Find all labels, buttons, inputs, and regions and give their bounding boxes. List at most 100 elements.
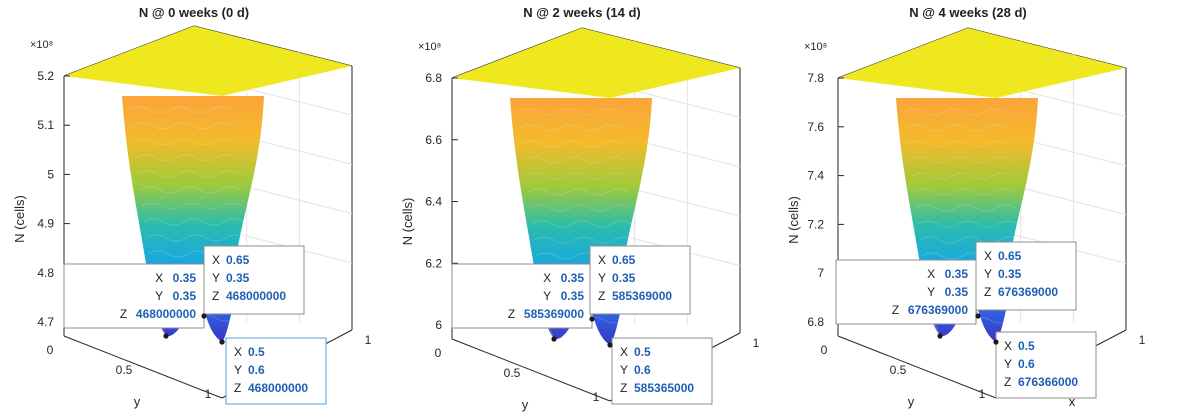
surface-ridge — [139, 186, 241, 194]
datatip[interactable]: X 0.65 Y 0.35 Z 468000000 — [201, 245, 305, 319]
surface-ridge — [911, 172, 1013, 180]
datatip-value: 0.35 — [173, 271, 197, 285]
surface-plot-1: N @ 0 weeks (0 d) ×10⁸ 4.7 4.8 4.9 5 5.1 5.2 N (… — [12, 5, 372, 409]
datatip-value: 468000000 — [136, 307, 196, 321]
datatip-marker[interactable] — [975, 313, 981, 319]
datatip-value: 0.35 — [945, 285, 969, 299]
datatip-marker[interactable] — [589, 316, 595, 322]
datatip-key: Y — [1004, 357, 1012, 371]
datatip-marker[interactable] — [219, 339, 225, 345]
surface-plot-3: N @ 4 weeks (28 d) ×10⁸ 6.8 7 7.2 7.4 7.6 7.8 N … — [786, 5, 1146, 409]
surface-plateau — [452, 28, 740, 98]
datatip[interactable]: X 0.5 Y 0.6 Z 676366000 — [993, 331, 1097, 399]
datatip-marker[interactable] — [201, 313, 207, 319]
datatip-marker[interactable] — [163, 333, 169, 339]
datatip-value: 0.6 — [1018, 357, 1035, 371]
z-tick-label: 6 — [435, 318, 442, 332]
surface-ridge — [905, 124, 1007, 132]
z-exponent: ×10⁸ — [418, 41, 441, 53]
datatip-value: 0.6 — [248, 363, 265, 377]
datatip-marker[interactable] — [993, 339, 999, 345]
surface-ridge — [143, 218, 245, 226]
datatip-value: 676366000 — [1018, 375, 1078, 389]
y-tick-label: 1 — [979, 387, 986, 401]
y-tick-label: 0.5 — [504, 366, 521, 380]
datatip[interactable]: X 0.5 Y 0.6 Z 585365000 — [607, 337, 713, 405]
z-tick-label: 6.4 — [425, 195, 442, 209]
datatip-box[interactable] — [63, 263, 205, 329]
datatip-key: Y — [155, 289, 163, 303]
surface-ridge — [909, 156, 1011, 164]
y-tick-label: 0.5 — [116, 363, 133, 377]
datatip-box[interactable] — [975, 241, 1077, 311]
surface-ridge — [919, 236, 1021, 244]
datatip-marker[interactable] — [937, 333, 943, 339]
datatip-box[interactable] — [451, 263, 593, 329]
y-tick-label: 1 — [593, 390, 600, 404]
surface-plot-2: N @ 2 weeks (14 d) ×10⁸ 6 6.2 6.4 6.6 6.8 N (ce… — [400, 5, 760, 412]
datatip-box[interactable] — [589, 245, 691, 315]
z-tick-label: 4.9 — [37, 217, 54, 231]
surface-ridge — [527, 188, 629, 196]
datatip-marker[interactable] — [551, 336, 557, 342]
z-tick-label: 6.8 — [425, 71, 442, 85]
z-tick-label: 7.6 — [807, 120, 824, 134]
surface-ridge — [517, 108, 619, 116]
chart-title: N @ 2 weeks (14 d) — [523, 5, 640, 20]
datatip[interactable]: X 0.65 Y 0.35 Z 676369000 — [975, 241, 1077, 319]
datatip-value: 0.35 — [226, 271, 250, 285]
z-tick-label: 6.8 — [807, 315, 824, 329]
datatip-marker[interactable] — [607, 342, 613, 348]
z-axis-label: N (cells) — [400, 198, 415, 246]
surface-ridge — [135, 154, 237, 162]
datatip-box[interactable] — [995, 331, 1097, 399]
datatip[interactable]: 0.35 X 0.35 Y 468000000 Z — [63, 263, 205, 339]
surface-ridge — [907, 140, 1009, 148]
datatip-key: X — [620, 345, 628, 359]
y-axis-label: y — [134, 394, 141, 409]
datatip[interactable]: 0.35 X 0.35 Y 585369000 Z — [451, 263, 593, 342]
datatip-key: Z — [892, 303, 899, 317]
datatip[interactable]: X 0.5 Y 0.6 Z 468000000 — [219, 337, 327, 405]
surface-ridge — [903, 108, 1005, 116]
y-tick-label: 0 — [47, 343, 54, 357]
chart-title: N @ 4 weeks (28 d) — [909, 5, 1026, 20]
y-axis-label: y — [908, 394, 915, 409]
z-tick-label: 5.1 — [37, 118, 54, 132]
surface-plateau — [838, 28, 1126, 98]
datatip-key: Z — [120, 307, 127, 321]
datatip-value: 0.35 — [173, 289, 197, 303]
datatip-key: Z — [212, 289, 219, 303]
y-axis-line — [451, 338, 611, 402]
x-tick-label: 1 — [365, 333, 372, 347]
surface-ridge — [141, 202, 243, 210]
z-tick-label: 7.4 — [807, 169, 824, 183]
z-tick-label: 7 — [817, 266, 824, 280]
datatip-key: X — [927, 267, 935, 281]
datatip-value: 0.5 — [248, 345, 265, 359]
z-exponent: ×10⁸ — [804, 41, 827, 53]
datatip[interactable]: 0.35 X 0.35 Y 676369000 Z — [835, 259, 977, 339]
datatip-box[interactable] — [611, 337, 713, 405]
y-tick-label: 0 — [821, 343, 828, 357]
datatip-key: Y — [234, 363, 242, 377]
datatip-value: 676369000 — [998, 285, 1058, 299]
surface-ridge — [913, 188, 1015, 196]
datatip-box[interactable] — [225, 337, 327, 405]
surface-ridge — [137, 170, 239, 178]
datatip-key: Z — [508, 307, 515, 321]
surface-ridge — [133, 138, 235, 146]
datatip-value: 468000000 — [226, 289, 286, 303]
datatip[interactable]: X 0.65 Y 0.35 Z 585369000 — [589, 245, 691, 322]
datatip-value: 0.35 — [561, 289, 585, 303]
datatip-value: 676369000 — [908, 303, 968, 317]
datatip-value: 0.5 — [634, 345, 651, 359]
datatip-value: 0.6 — [634, 363, 651, 377]
x-tick-label: 1 — [753, 336, 760, 350]
datatip-key: X — [212, 253, 220, 267]
datatip-value: 0.65 — [612, 253, 636, 267]
z-tick-label: 5.2 — [37, 69, 54, 83]
datatip-box[interactable] — [203, 245, 305, 315]
z-axis-label: N (cells) — [12, 195, 27, 243]
